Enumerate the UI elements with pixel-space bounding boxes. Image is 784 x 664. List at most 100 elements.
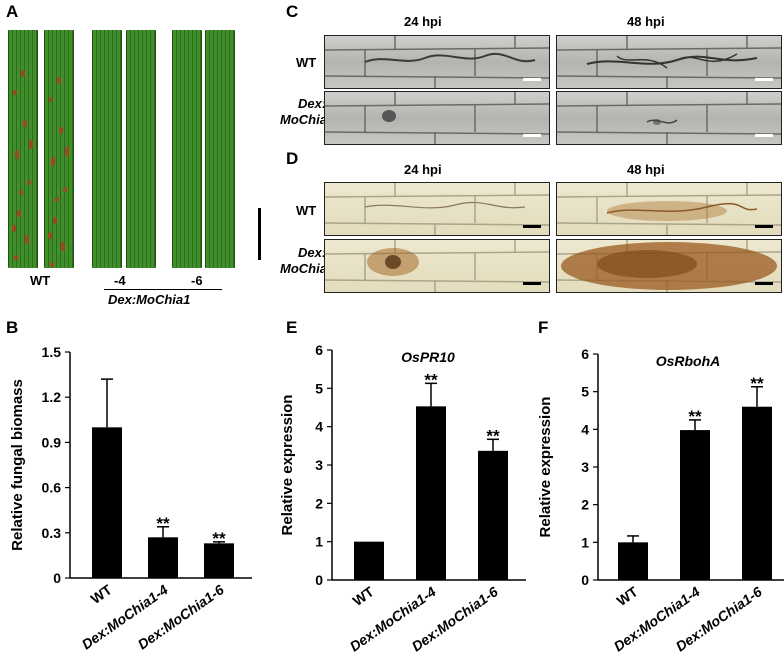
y-tick-label: 0.6 bbox=[42, 480, 62, 496]
lesion-spot bbox=[13, 90, 17, 95]
scale-bar bbox=[755, 282, 773, 285]
significance-label: ** bbox=[156, 514, 170, 533]
d-col-label-48: 48 hpi bbox=[627, 162, 665, 177]
y-tick-label: 2 bbox=[581, 497, 589, 513]
d-row-label-dex-1: Dex: bbox=[298, 245, 327, 260]
bar bbox=[354, 541, 384, 580]
scale-bar-a bbox=[258, 208, 261, 260]
significance-label: ** bbox=[688, 407, 702, 426]
y-tick-label: 0 bbox=[315, 572, 323, 588]
bar bbox=[478, 450, 508, 580]
panel-letter-f: F bbox=[538, 318, 549, 337]
scale-bar bbox=[523, 134, 541, 137]
significance-label: ** bbox=[212, 529, 226, 548]
d-row-label-wt: WT bbox=[296, 203, 317, 218]
lesion-spot bbox=[25, 235, 29, 244]
lesion-spot bbox=[65, 147, 69, 156]
c-col-label-48: 48 hpi bbox=[627, 14, 665, 29]
panel-letter-d: D bbox=[286, 149, 299, 168]
y-tick-label: 0.9 bbox=[42, 434, 62, 450]
panel-letter-e: E bbox=[286, 318, 298, 337]
micrograph-d-dex-48 bbox=[556, 239, 782, 293]
y-axis-label: Relative expression bbox=[537, 397, 554, 538]
panel-letter-b: B bbox=[6, 318, 19, 337]
y-tick-label: 4 bbox=[315, 419, 323, 435]
bar bbox=[416, 406, 446, 580]
y-tick-label: 0 bbox=[581, 572, 589, 588]
category-label: WT bbox=[614, 583, 641, 609]
lesion-spot bbox=[63, 187, 67, 192]
c-row-label-dex-1: Dex: bbox=[298, 96, 327, 111]
chart-title: OsPR10 bbox=[401, 349, 455, 365]
lesion-spot bbox=[23, 120, 27, 127]
leaf-dex4-1 bbox=[92, 30, 122, 268]
leaf-wt-1 bbox=[8, 30, 38, 268]
lesion-spot bbox=[15, 150, 19, 159]
lesion-spot bbox=[19, 190, 23, 195]
y-tick-label: 0 bbox=[53, 570, 61, 586]
lesion-spot bbox=[59, 127, 63, 134]
category-label: WT bbox=[350, 583, 377, 609]
lesion-spot bbox=[55, 197, 59, 202]
y-tick-label: 0.3 bbox=[42, 525, 62, 541]
bar bbox=[204, 543, 234, 578]
lesion-spot bbox=[12, 225, 16, 232]
chart-b-fungal-biomass: 0 0.3 0.6 0.9 1.2 1.5 Relative fungal biomass W… bbox=[9, 344, 252, 652]
y-tick-label: 1 bbox=[315, 534, 323, 550]
lesion-spot bbox=[51, 157, 55, 166]
leaf-dex6-1 bbox=[172, 30, 202, 268]
y-tick-label: 4 bbox=[581, 421, 589, 437]
bar bbox=[92, 427, 122, 578]
scale-bar bbox=[523, 282, 541, 285]
lesion-spot bbox=[29, 140, 33, 149]
y-axis-label: Relative fungal biomass bbox=[9, 379, 26, 551]
significance-label: ** bbox=[486, 426, 500, 445]
leaf-dex4-2 bbox=[126, 30, 156, 268]
c-col-label-24: 24 hpi bbox=[404, 14, 442, 29]
bar bbox=[148, 537, 178, 578]
leaf-wt-2 bbox=[44, 30, 74, 268]
y-tick-label: 6 bbox=[315, 342, 323, 358]
scale-bar bbox=[523, 78, 541, 81]
y-tick-label: 5 bbox=[581, 384, 589, 400]
micrograph-c-wt-48 bbox=[556, 35, 782, 89]
lesion-spot bbox=[57, 77, 61, 84]
lesion-spot bbox=[50, 262, 54, 267]
significance-label: ** bbox=[750, 374, 764, 393]
group-label-4: -4 bbox=[114, 273, 126, 288]
y-tick-label: 6 bbox=[581, 346, 589, 362]
category-label: WT bbox=[88, 581, 115, 607]
scale-bar bbox=[755, 78, 773, 81]
micrograph-c-wt-24 bbox=[324, 35, 550, 89]
micrograph-d-wt-24 bbox=[324, 182, 550, 236]
y-tick-label: 1.2 bbox=[42, 389, 62, 405]
y-tick-label: 2 bbox=[315, 495, 323, 511]
group-label-wt: WT bbox=[30, 273, 51, 288]
micrograph-c-dex-48 bbox=[556, 91, 782, 145]
y-tick-label: 1.5 bbox=[42, 344, 62, 360]
group-label-6: -6 bbox=[191, 273, 203, 288]
y-axis-label: Relative expression bbox=[279, 395, 296, 536]
micrograph-d-dex-24 bbox=[324, 239, 550, 293]
d-row-label-dex-2: MoChia1 bbox=[280, 261, 335, 276]
lesion-spot bbox=[53, 217, 57, 224]
lesion-spot bbox=[27, 180, 31, 185]
lesion-spot bbox=[17, 210, 21, 217]
leaf-dex6-2 bbox=[205, 30, 235, 268]
bar bbox=[618, 542, 648, 580]
lesion-spot bbox=[21, 70, 25, 77]
lesion-spot bbox=[48, 232, 52, 239]
scale-bar bbox=[523, 225, 541, 228]
lesion-spot bbox=[14, 255, 18, 260]
c-row-label-dex-2: MoChia1 bbox=[280, 112, 335, 127]
genotype-label: Dex:MoChia1 bbox=[108, 292, 191, 307]
y-tick-label: 5 bbox=[315, 380, 323, 396]
panel-letter-c: C bbox=[286, 2, 299, 21]
chart-title: OsRbohA bbox=[656, 353, 721, 369]
lesion-spot bbox=[61, 242, 65, 251]
bar bbox=[680, 430, 710, 580]
c-row-label-wt: WT bbox=[296, 55, 317, 70]
genotype-underline bbox=[104, 289, 222, 290]
scale-bar bbox=[755, 134, 773, 137]
